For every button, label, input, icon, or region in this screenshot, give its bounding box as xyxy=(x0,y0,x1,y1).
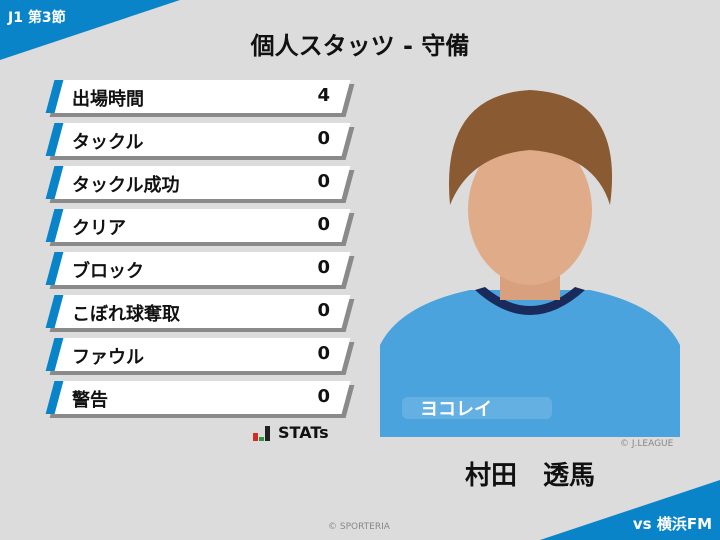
stat-label: タックル xyxy=(72,132,144,153)
stat-value: 4 xyxy=(317,85,330,106)
stat-row: タックル成功 0 xyxy=(45,166,355,203)
photo-credit: © J.LEAGUE xyxy=(620,439,674,449)
stat-value: 0 xyxy=(317,128,330,149)
stat-value: 0 xyxy=(317,343,330,364)
stat-label: 出場時間 xyxy=(72,89,144,110)
sponsor-text: ヨコレイ xyxy=(420,399,492,420)
stat-row: 出場時間 4 xyxy=(45,80,355,117)
stat-row: タックル 0 xyxy=(45,123,355,160)
stat-label: ファウル xyxy=(72,347,144,368)
stat-value: 0 xyxy=(317,386,330,407)
stat-value: 0 xyxy=(317,171,330,192)
stat-value: 0 xyxy=(317,257,330,278)
stat-row: クリア 0 xyxy=(45,209,355,246)
stat-value: 0 xyxy=(317,214,330,235)
opponent-label: vs 横浜FM xyxy=(632,515,712,533)
bar-chart-icon xyxy=(253,426,270,441)
stat-label: こぼれ球奪取 xyxy=(72,304,180,325)
stats-logo: STATs xyxy=(253,425,329,441)
stat-row: ブロック 0 xyxy=(45,252,355,289)
stat-label: タックル成功 xyxy=(72,175,180,196)
player-name: 村田 透馬 xyxy=(464,461,595,491)
stat-value: 0 xyxy=(317,300,330,321)
stat-row: ファウル 0 xyxy=(45,338,355,375)
round-label: J1 第3節 xyxy=(8,10,66,26)
footer-credit: © SPORTERIA xyxy=(328,522,390,532)
stat-label: クリア xyxy=(72,218,126,239)
stat-label: ブロック xyxy=(72,261,144,282)
stat-row: 警告 0 xyxy=(45,381,355,418)
stat-label: 警告 xyxy=(72,390,108,411)
stats-logo-text: STATs xyxy=(278,423,329,442)
page-title: 個人スタッツ - 守備 xyxy=(250,32,470,60)
player-photo: ヨコレイ xyxy=(380,75,680,437)
stat-row: こぼれ球奪取 0 xyxy=(45,295,355,332)
